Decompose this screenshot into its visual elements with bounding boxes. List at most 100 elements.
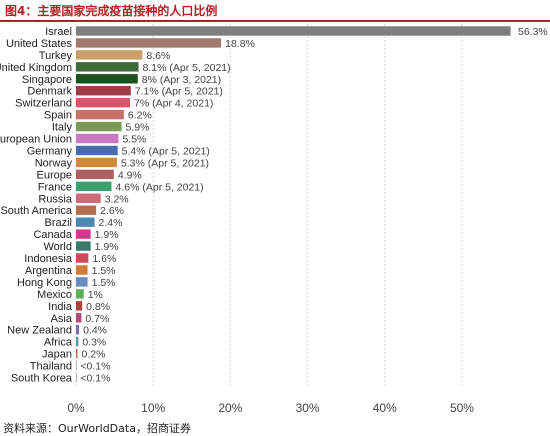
category-label: Argentina: [25, 265, 73, 277]
category-label: Indonesia: [24, 253, 73, 265]
value-label: 5.9%: [126, 122, 150, 134]
category-label: Brazil: [44, 217, 72, 229]
value-label: 0.7%: [85, 313, 109, 325]
bar: [76, 86, 131, 96]
bar: [76, 26, 511, 36]
value-label: 1.5%: [92, 265, 116, 277]
bar: [76, 193, 101, 203]
value-label: 7% (Apr 4, 2021): [134, 98, 213, 110]
x-tick-label: 10%: [141, 401, 165, 415]
x-tick-label: 40%: [373, 401, 397, 415]
category-label: Spain: [44, 110, 72, 122]
bar: [76, 145, 118, 156]
bar: [76, 313, 82, 323]
bar: [76, 38, 222, 48]
category-label: Asia: [51, 313, 73, 325]
bar: [76, 62, 139, 72]
category-label: World: [43, 241, 72, 253]
value-label: 4.9%: [118, 169, 142, 181]
category-label: Switzerland: [15, 98, 72, 110]
bar: [76, 348, 78, 359]
category-label: Israel: [45, 26, 72, 38]
value-label: <0.1%: [80, 373, 110, 385]
value-label: 0.4%: [83, 325, 107, 337]
value-label: 5.5%: [122, 134, 146, 146]
gridlines: [75, 24, 463, 386]
bar: [76, 97, 131, 108]
category-label: Mexico: [37, 289, 72, 301]
category-label: Germany: [27, 145, 73, 157]
category-label: United States: [6, 38, 73, 50]
bar: [76, 133, 119, 144]
value-label: 56.3%: [518, 26, 548, 38]
value-label: 5.3% (Apr 5, 2021): [121, 157, 209, 169]
value-label: 0.3%: [82, 337, 106, 349]
bar: [76, 360, 77, 371]
bar: [76, 336, 79, 347]
figure-title: 图4：主要国家完成疫苗接种的人口比例: [5, 4, 218, 18]
x-tick-label: 20%: [218, 401, 242, 415]
value-label: 0.8%: [86, 301, 110, 313]
bar: [76, 241, 91, 251]
value-label: 1.6%: [92, 253, 116, 265]
bar: [76, 325, 80, 335]
bar: [76, 289, 84, 299]
value-label: 2.4%: [99, 217, 123, 229]
category-label: France: [38, 181, 72, 193]
value-label: 2.6%: [100, 205, 124, 217]
x-tick-label: 30%: [296, 401, 320, 415]
category-label: Turkey: [39, 50, 73, 62]
bar: [76, 169, 114, 180]
value-label: 1.9%: [95, 229, 119, 241]
bar: [76, 372, 77, 383]
source-note: 资料来源：OurWorldData，招商证券: [3, 422, 191, 435]
bar: [76, 50, 143, 60]
category-label: South Korea: [11, 373, 73, 385]
category-label: European Union: [0, 134, 72, 146]
x-tick-label: 50%: [450, 401, 474, 415]
category-label: India: [48, 301, 73, 313]
bar: [76, 277, 88, 287]
category-label: Singapore: [22, 74, 72, 86]
category-label: Canada: [33, 229, 72, 241]
bar: [76, 229, 91, 239]
bar: [76, 109, 124, 120]
category-label: Norway: [35, 157, 73, 169]
value-labels: 56.3% 18.8% 8.6%8.1% (Apr 5, 2021)8% (Apr …: [80, 26, 547, 385]
category-label: Russia: [38, 193, 73, 205]
title-rule: [0, 20, 550, 22]
bar: [76, 301, 83, 311]
category-label: Africa: [44, 337, 73, 349]
value-label: 1.5%: [92, 277, 116, 289]
category-label: Hong Kong: [17, 277, 72, 289]
value-label: 7.1% (Apr 5, 2021): [135, 86, 223, 98]
x-axis-tick-labels: 0% 10% 20% 30% 40% 50%: [67, 401, 474, 415]
category-label: Italy: [52, 122, 73, 134]
category-label: Denmark: [27, 86, 72, 98]
value-label: 5.4% (Apr 5, 2021): [122, 145, 210, 157]
category-label: Thailand: [30, 361, 72, 373]
value-label: 1.9%: [95, 241, 119, 253]
value-label: 8% (Apr 3, 2021): [142, 74, 221, 86]
bar: [76, 157, 117, 168]
x-tick-label: 0%: [67, 401, 85, 415]
bar: [76, 205, 97, 215]
value-label: 3.2%: [105, 193, 129, 205]
bars: [76, 26, 511, 383]
value-label: 1%: [88, 289, 103, 301]
value-label: 4.6% (Apr 5, 2021): [116, 181, 204, 193]
value-label: <0.1%: [80, 361, 110, 373]
bar: [76, 121, 122, 132]
bar: [76, 265, 88, 275]
category-label: South America: [0, 205, 72, 217]
bar: [76, 181, 112, 192]
category-label: Europe: [37, 169, 72, 181]
category-label: Japan: [42, 349, 72, 361]
bar: [76, 253, 89, 263]
value-label: 18.8%: [225, 38, 255, 50]
value-label: 6.2%: [128, 110, 152, 122]
value-label: 8.1% (Apr 5, 2021): [143, 62, 231, 74]
value-label: 8.6%: [146, 50, 170, 62]
